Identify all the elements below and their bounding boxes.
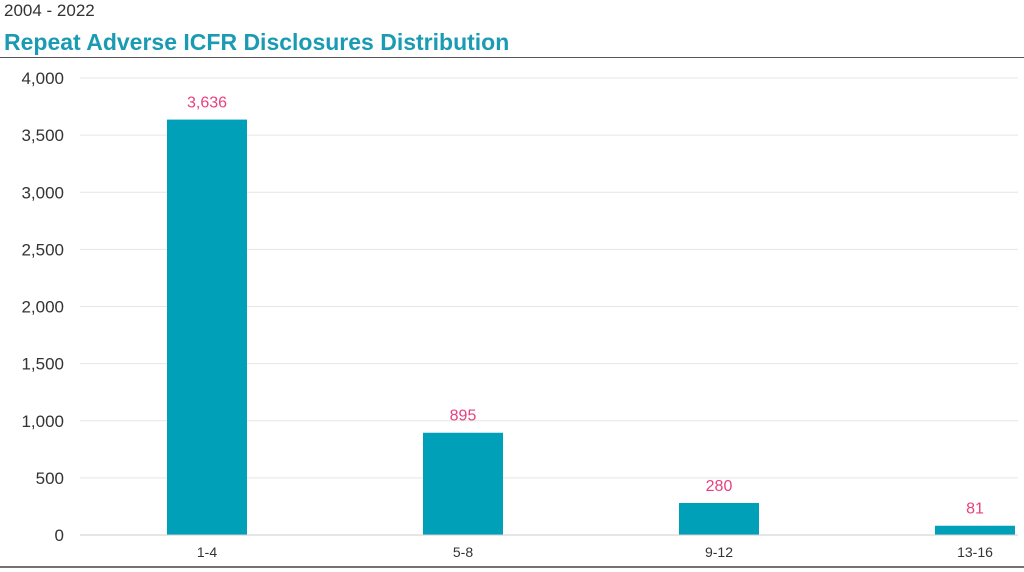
data-labels: 3,636 895 280 81	[187, 95, 984, 518]
y-tick-label: 4,000	[21, 69, 64, 88]
chart-title: Repeat Adverse ICFR Disclosures Distribu…	[4, 29, 510, 55]
data-label-5-8: 895	[450, 408, 477, 425]
chart-subtitle: 2004 - 2022	[4, 1, 95, 20]
data-label-13-16: 81	[966, 501, 984, 518]
bar-13-16	[935, 525, 1015, 535]
y-axis: 0 500 1,000 1,500 2,000 2,500 3,000 3,500 4,000	[21, 69, 64, 545]
y-tick-label: 1,500	[21, 355, 64, 374]
x-tick-label-13-16: 13-16	[957, 544, 993, 560]
bars	[167, 119, 1015, 535]
y-tick-label: 2,000	[21, 298, 64, 317]
y-tick-label: 0	[55, 526, 64, 545]
x-tick-label-9-12: 9-12	[705, 544, 733, 560]
x-axis: 1-4 5-8 9-12 13-16	[197, 544, 993, 560]
y-tick-label: 2,500	[21, 240, 64, 259]
y-tick-label: 500	[36, 469, 64, 488]
y-tick-label: 3,000	[21, 183, 64, 202]
x-tick-label-5-8: 5-8	[453, 544, 473, 560]
bar-9-12	[679, 503, 759, 535]
y-tick-label: 3,500	[21, 126, 64, 145]
bar-1-4	[167, 119, 247, 535]
y-tick-label: 1,000	[21, 412, 64, 431]
data-label-9-12: 280	[706, 478, 733, 495]
title-divider	[0, 57, 1024, 58]
x-tick-label-1-4: 1-4	[197, 544, 217, 560]
bar-5-8	[423, 432, 503, 535]
data-label-1-4: 3,636	[187, 95, 227, 112]
